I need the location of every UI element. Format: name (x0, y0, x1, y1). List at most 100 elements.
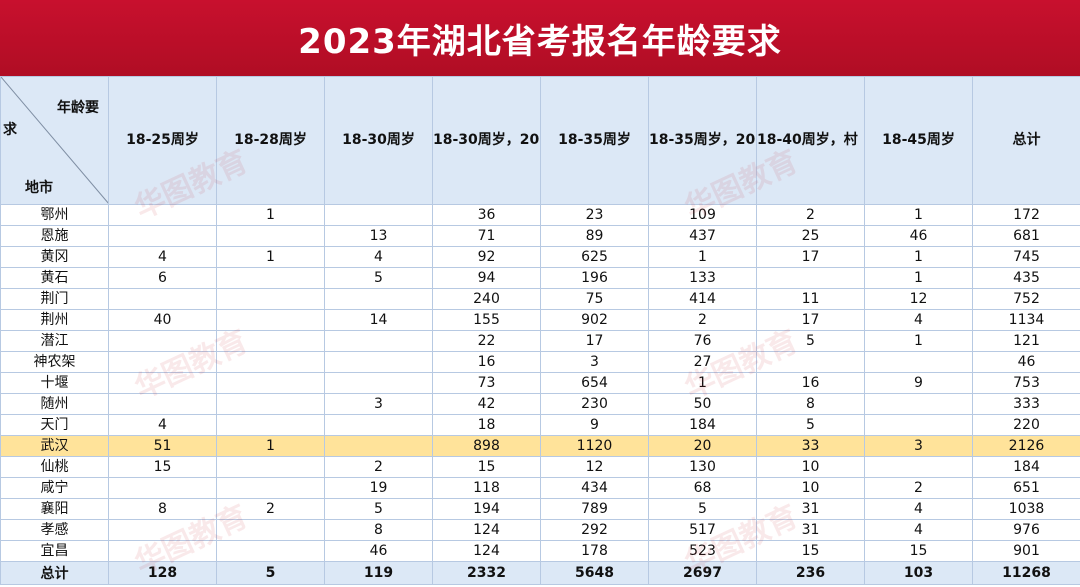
total-cell: 2697 (648, 561, 757, 585)
count-cell (324, 288, 433, 310)
count-cell: 118 (432, 477, 541, 499)
count-cell: 8 (324, 519, 433, 541)
count-cell (216, 393, 325, 415)
count-cell: 89 (540, 225, 649, 247)
table-row: 天门 4 18 9 184 5 220 (0, 414, 1080, 436)
city-cell: 荆州 (0, 309, 109, 331)
row-total-cell: 220 (972, 414, 1080, 436)
table-row: 鄂州 1 36 23 109 2 1 172 (0, 204, 1080, 226)
count-cell: 10 (756, 456, 865, 478)
count-cell: 50 (648, 393, 757, 415)
city-cell: 十堰 (0, 372, 109, 394)
count-cell: 11 (756, 288, 865, 310)
city-cell: 潜江 (0, 330, 109, 352)
city-cell: 天门 (0, 414, 109, 436)
column-header: 18-30周岁 (324, 76, 433, 205)
title-bar: 2023年湖北省考报名年龄要求 (0, 0, 1080, 76)
row-total-cell: 651 (972, 477, 1080, 499)
count-cell: 40 (108, 309, 217, 331)
city-cell: 荆门 (0, 288, 109, 310)
count-cell: 76 (648, 330, 757, 352)
page-title: 2023年湖北省考报名年龄要求 (298, 21, 782, 62)
count-cell (756, 351, 865, 373)
column-header: 18-28周岁 (216, 76, 325, 205)
count-cell: 20 (648, 435, 757, 457)
total-row-label: 总计 (0, 561, 109, 585)
count-cell: 17 (756, 246, 865, 268)
count-cell (216, 519, 325, 541)
count-cell (324, 414, 433, 436)
count-cell: 196 (540, 267, 649, 289)
count-cell: 31 (756, 519, 865, 541)
row-total-cell: 681 (972, 225, 1080, 247)
column-header: 18-35周岁 (540, 76, 649, 205)
count-cell: 1 (864, 246, 973, 268)
total-cell: 119 (324, 561, 433, 585)
count-cell (216, 456, 325, 478)
count-cell (864, 414, 973, 436)
count-cell (108, 288, 217, 310)
count-cell: 124 (432, 540, 541, 562)
count-cell: 178 (540, 540, 649, 562)
city-cell: 鄂州 (0, 204, 109, 226)
count-cell: 5 (324, 267, 433, 289)
table-row: 黄石 6 5 94 196 133 1 435 (0, 267, 1080, 289)
city-cell: 宜昌 (0, 540, 109, 562)
count-cell (324, 372, 433, 394)
city-cell: 神农架 (0, 351, 109, 373)
table-row: 荆州 40 14 155 902 2 17 4 1134 (0, 309, 1080, 331)
table-row: 宜昌 46 124 178 523 15 15 901 (0, 540, 1080, 562)
total-cell: 5 (216, 561, 325, 585)
count-cell (108, 225, 217, 247)
count-cell: 230 (540, 393, 649, 415)
table-footer: 总计 128 5 119 2332 5648 2697 236 103 1126… (0, 561, 1080, 585)
city-cell: 恩施 (0, 225, 109, 247)
count-cell: 902 (540, 309, 649, 331)
count-cell: 17 (756, 309, 865, 331)
count-cell: 437 (648, 225, 757, 247)
count-cell (108, 393, 217, 415)
age-requirement-table: 年龄要 求 地市 18-25周岁 18-28周岁 18-30周岁 18-30周岁… (0, 76, 1080, 585)
count-cell: 71 (432, 225, 541, 247)
count-cell: 130 (648, 456, 757, 478)
count-cell: 124 (432, 519, 541, 541)
count-cell: 5 (756, 330, 865, 352)
count-cell (216, 309, 325, 331)
count-cell: 6 (108, 267, 217, 289)
count-cell: 16 (432, 351, 541, 373)
count-cell: 12 (540, 456, 649, 478)
column-header: 18-35周岁，2023年应届硕士研究生、博士研究生（非在职）放宽到40周岁 (648, 76, 757, 205)
count-cell: 2 (864, 477, 973, 499)
count-cell: 2 (756, 204, 865, 226)
grand-total-cell: 11268 (972, 561, 1080, 585)
count-cell: 2 (648, 309, 757, 331)
table-row: 随州 3 42 230 50 8 333 (0, 393, 1080, 415)
row-total-cell: 46 (972, 351, 1080, 373)
count-cell (108, 351, 217, 373)
count-cell: 8 (108, 498, 217, 520)
count-cell (216, 225, 325, 247)
corner-label-requirement: 求 (3, 122, 17, 138)
table-row: 黄冈 4 1 4 92 625 1 17 1 745 (0, 246, 1080, 268)
count-cell: 75 (540, 288, 649, 310)
corner-label-age: 年龄要 (57, 100, 99, 116)
count-cell: 2 (324, 456, 433, 478)
row-total-cell: 1038 (972, 498, 1080, 520)
count-cell: 3 (864, 435, 973, 457)
row-total-cell: 753 (972, 372, 1080, 394)
count-cell: 51 (108, 435, 217, 457)
count-cell: 133 (648, 267, 757, 289)
count-cell: 2 (216, 498, 325, 520)
corner-diagonal (1, 77, 108, 204)
count-cell: 4 (864, 498, 973, 520)
count-cell (108, 519, 217, 541)
row-total-cell: 2126 (972, 435, 1080, 457)
column-header: 18-25周岁 (108, 76, 217, 205)
city-cell: 武汉 (0, 435, 109, 457)
count-cell: 789 (540, 498, 649, 520)
count-cell (324, 330, 433, 352)
row-total-cell: 121 (972, 330, 1080, 352)
row-total-cell: 976 (972, 519, 1080, 541)
city-cell: 仙桃 (0, 456, 109, 478)
row-total-cell: 184 (972, 456, 1080, 478)
